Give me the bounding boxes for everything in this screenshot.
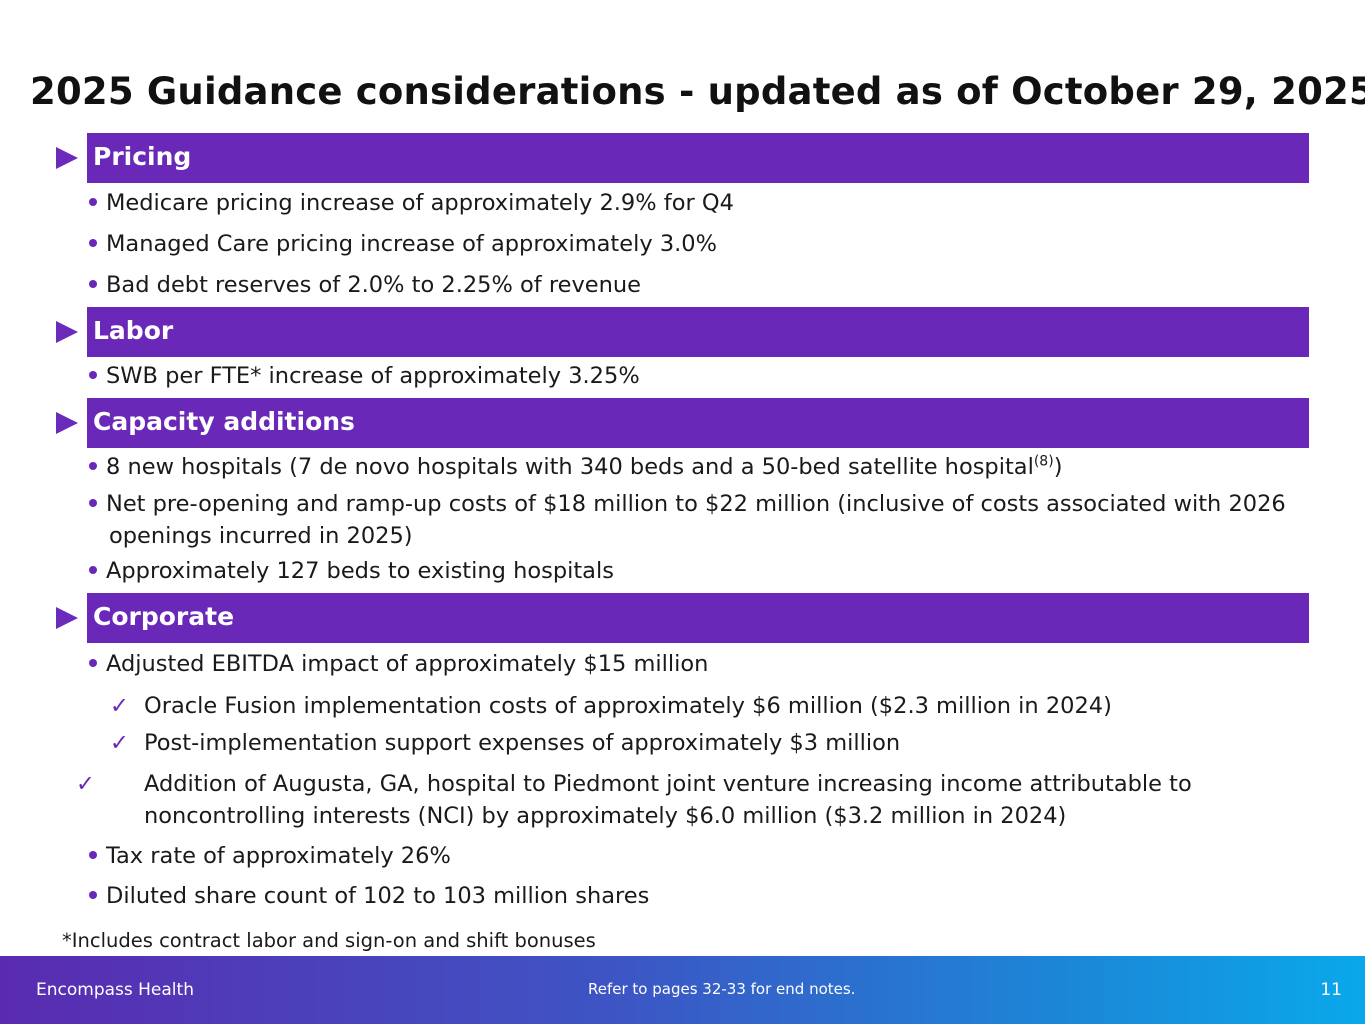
section-header-corporate: Corporate <box>87 593 1309 643</box>
check-item: ✓ Post-implementation support expenses of… <box>110 727 900 759</box>
list-item: Medicare pricing increase of approximate… <box>89 187 734 219</box>
checkmark-icon: ✓ <box>110 730 129 756</box>
endnote-reference: (8) <box>1033 453 1054 470</box>
end-notes-reference: Refer to pages 32-33 for end notes. <box>588 980 856 998</box>
bullet-dot-icon <box>89 498 97 507</box>
list-item: Approximately 127 beds to existing hospi… <box>89 555 614 587</box>
list-item: Tax rate of approximately 26% <box>89 840 451 872</box>
page-number: 11 <box>1320 980 1342 1000</box>
list-item: SWB per FTE* increase of approximately 3… <box>89 360 640 392</box>
bullet-dot-icon <box>89 850 97 859</box>
checkmark-icon: ✓ <box>76 771 95 797</box>
footnote: *Includes contract labor and sign-on and… <box>62 929 596 952</box>
bullet-dot-icon <box>89 238 97 247</box>
bullet-dot-icon <box>89 370 97 379</box>
check-item: ✓ Addition of Augusta, GA, hospital to Pi… <box>76 768 1324 832</box>
play-arrow-icon <box>56 321 78 343</box>
section-header-labor: Labor <box>87 307 1309 357</box>
list-item: Net pre-opening and ramp-up costs of $18… <box>89 488 1309 552</box>
bullet-dot-icon <box>89 890 97 899</box>
bullet-dot-icon <box>89 658 97 667</box>
page-title: 2025 Guidance considerations - updated a… <box>30 70 1365 113</box>
footer-bar: Encompass Health Refer to pages 32-33 fo… <box>0 956 1365 1024</box>
bullet-dot-icon <box>89 565 97 574</box>
bullet-dot-icon <box>89 279 97 288</box>
list-item: Adjusted EBITDA impact of approximately … <box>89 648 708 680</box>
section-header-capacity: Capacity additions <box>87 398 1309 448</box>
checkmark-icon: ✓ <box>110 693 129 719</box>
play-arrow-icon <box>56 412 78 434</box>
play-arrow-icon <box>56 147 78 169</box>
play-arrow-icon <box>56 607 78 629</box>
check-item: ✓ Oracle Fusion implementation costs of a… <box>110 690 1112 722</box>
list-item: Bad debt reserves of 2.0% to 2.25% of re… <box>89 269 641 301</box>
bullet-dot-icon <box>89 461 97 470</box>
list-item: Diluted share count of 102 to 103 millio… <box>89 880 649 912</box>
company-name: Encompass Health <box>36 980 194 1000</box>
list-item: Managed Care pricing increase of approxi… <box>89 228 717 260</box>
list-item: 8 new hospitals (7 de novo hospitals wit… <box>89 451 1062 483</box>
section-header-pricing: Pricing <box>87 133 1309 183</box>
bullet-dot-icon <box>89 197 97 206</box>
